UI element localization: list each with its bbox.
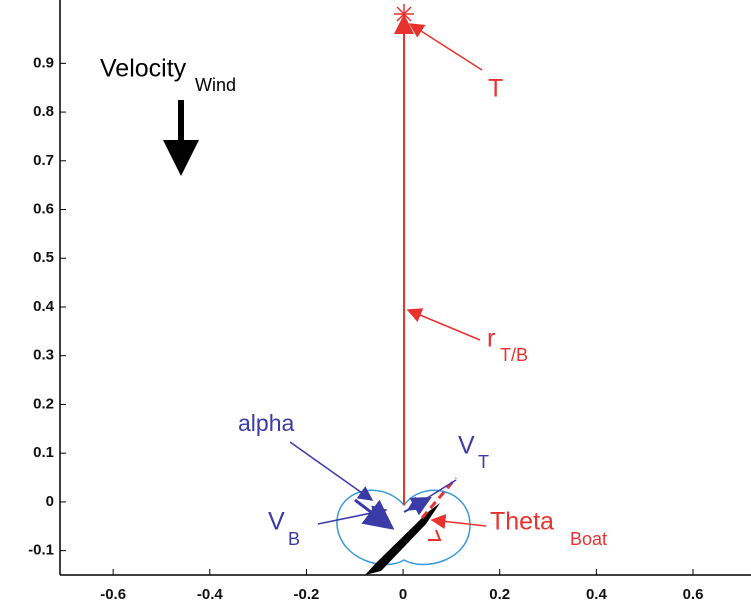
- y-tick-label: 0.6: [33, 201, 54, 218]
- annotation-arrow: [408, 23, 483, 71]
- heading-line: [420, 477, 458, 519]
- annotation: V: [458, 432, 475, 460]
- annotation-sub: T: [478, 452, 489, 472]
- axes: -0.6 -0.4 -0.2 0 0.2 0.4 0.6 -0.1 0 0.1 0.2 0.3 0.4 0…: [28, 0, 751, 603]
- y-tick-label: 0.4: [33, 298, 55, 315]
- x-tick-label: -0.2: [294, 586, 320, 603]
- annotation: V: [268, 508, 285, 536]
- x-tick-label: 0.2: [489, 586, 510, 603]
- x-tick-label: 0.4: [586, 586, 608, 603]
- theta-mark: [428, 529, 442, 541]
- y-tick-label: 0.9: [33, 54, 54, 71]
- annotation: Velocity: [100, 55, 187, 83]
- annotation-sub: B: [288, 529, 300, 549]
- y-tick-label: -0.1: [28, 542, 54, 559]
- y-tick-label: 0.7: [33, 152, 54, 169]
- vb-vector: [354, 498, 395, 530]
- annotation: T: [488, 75, 503, 103]
- annotation: r: [487, 325, 495, 353]
- annotation-sub: Wind: [195, 75, 236, 95]
- y-tick-label: 0.8: [33, 103, 54, 120]
- annotation-arrow: [406, 308, 481, 341]
- y-tick-label: 0.5: [33, 249, 54, 266]
- y-tick-label: 0.2: [33, 395, 54, 412]
- annotation-arrow: [430, 514, 487, 529]
- annotation-sub: T/B: [500, 345, 528, 365]
- x-tick-label: 0.6: [683, 586, 704, 603]
- polar-curve: [336, 489, 471, 566]
- annotation: alpha: [238, 410, 294, 436]
- x-tick-label: -0.6: [100, 586, 126, 603]
- x-tick-label: 0: [399, 586, 407, 603]
- y-tick-label: 0.1: [33, 444, 54, 461]
- boat: [365, 503, 440, 575]
- annotation-arrow: [406, 479, 457, 511]
- y-tick-label: 0.3: [33, 347, 54, 364]
- annotation-arrow: [289, 441, 374, 501]
- annotation-arrow: [317, 505, 388, 525]
- annotation-sub: Boat: [570, 529, 607, 549]
- y-tick-label: 0: [46, 493, 54, 510]
- x-tick-label: -0.4: [197, 586, 224, 603]
- annotation: Theta: [490, 508, 554, 536]
- target-marker: [394, 4, 414, 24]
